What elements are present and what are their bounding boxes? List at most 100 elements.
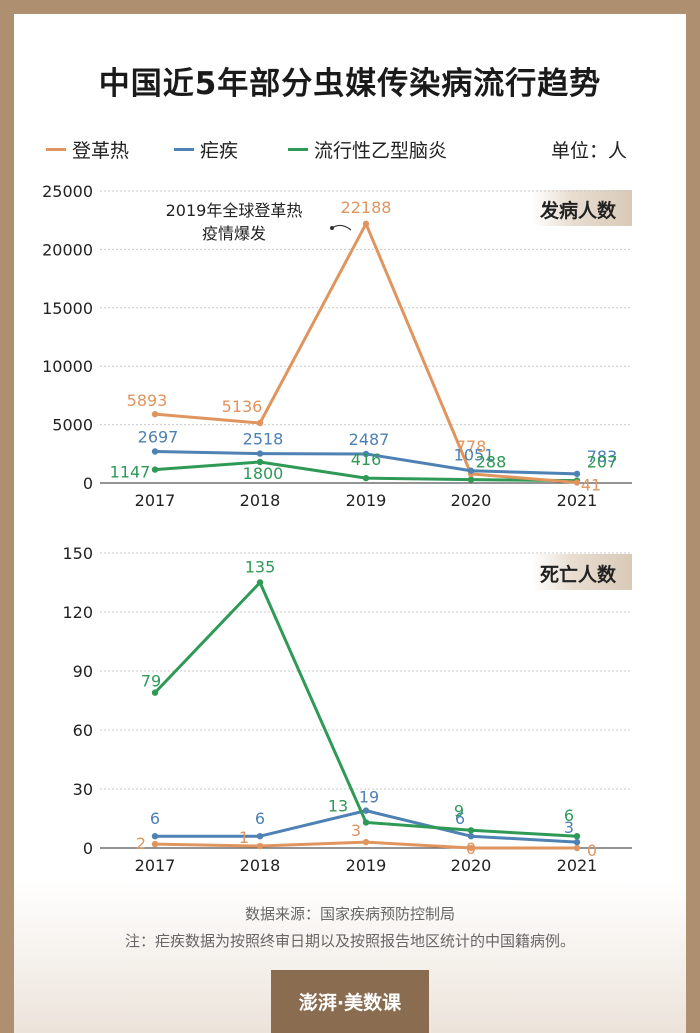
- data-point-encephalitis: [151, 689, 159, 696]
- data-point-dengue: [256, 419, 264, 427]
- data-label-dengue: 3: [351, 821, 361, 840]
- data-point-malaria: [362, 807, 370, 814]
- y-tick-label: 10000: [42, 357, 93, 376]
- y-tick-label: 25000: [42, 182, 93, 201]
- y-tick-label: 120: [62, 603, 93, 622]
- legend-label-malaria: 疟疾: [200, 140, 239, 162]
- data-point-dengue: [467, 844, 475, 852]
- data-label-dengue: 778: [456, 437, 487, 456]
- page-title: 中国近5年部分虫媒传染病流行趋势: [98, 66, 602, 102]
- annotation-pointer: [331, 224, 352, 231]
- data-label-malaria: 2697: [138, 427, 179, 446]
- data-point-encephalitis: [256, 579, 264, 586]
- x-tick-label: 2018: [240, 491, 281, 510]
- data-label-dengue: 5893: [127, 391, 168, 410]
- data-point-malaria: [573, 838, 581, 846]
- panel-tag-box-deaths: [532, 554, 632, 590]
- data-point-dengue: [573, 479, 581, 486]
- x-tick-label: 2020: [451, 491, 492, 510]
- data-label-malaria: 6: [455, 809, 465, 828]
- y-tick-label: 15000: [42, 299, 93, 318]
- data-label-encephalitis: 207: [587, 453, 618, 472]
- data-label-malaria: 2518: [243, 430, 284, 449]
- data-label-encephalitis: 416: [351, 450, 382, 469]
- data-label-malaria: 1051: [454, 446, 495, 465]
- data-point-malaria: [151, 448, 159, 455]
- data-point-encephalitis: [467, 827, 475, 834]
- x-tick-label: 2021: [557, 856, 598, 875]
- data-point-dengue: [256, 842, 264, 850]
- annotation-text: 2019年全球登革热: [166, 201, 303, 220]
- data-point-malaria: [467, 467, 475, 474]
- panel-tag-incidence: 发病人数: [540, 200, 617, 222]
- data-label-encephalitis: 13: [328, 796, 348, 815]
- legend-item-malaria: 疟疾: [174, 136, 238, 163]
- data-label-malaria: 3: [564, 818, 574, 837]
- data-label-encephalitis: 288: [476, 453, 507, 472]
- data-label-encephalitis: 9: [454, 801, 464, 820]
- y-tick-label: 5000: [52, 416, 93, 435]
- y-tick-label: 150: [62, 544, 93, 563]
- data-point-malaria: [151, 833, 159, 840]
- y-tick-label: 20000: [42, 240, 93, 259]
- data-point-encephalitis: [362, 474, 370, 482]
- x-tick-label: 2020: [451, 856, 492, 875]
- data-point-dengue: [151, 410, 159, 418]
- data-point-malaria: [467, 833, 475, 840]
- data-label-encephalitis: 1147: [110, 463, 151, 482]
- x-tick-label: 2017: [135, 491, 176, 510]
- data-point-malaria: [573, 470, 581, 478]
- data-label-malaria: 2487: [349, 430, 390, 449]
- y-tick-label: 60: [73, 721, 93, 740]
- data-point-malaria: [362, 450, 370, 458]
- panel-tag-deaths: 死亡人数: [540, 564, 617, 586]
- data-point-dengue: [151, 840, 159, 848]
- data-label-dengue: 41: [581, 476, 601, 495]
- panel-tag-box-incidence: [532, 190, 632, 226]
- legend-label-encephalitis: 流行性乙型脑炎: [314, 140, 448, 162]
- data-label-encephalitis: 135: [245, 558, 276, 577]
- y-tick-label: 30: [73, 780, 93, 799]
- data-label-encephalitis: 1800: [243, 464, 284, 483]
- data-label-dengue: 2: [136, 834, 146, 853]
- data-point-malaria: [256, 450, 264, 457]
- data-label-dengue: 0: [466, 839, 476, 858]
- chart-card: [14, 14, 686, 1033]
- source-text: 数据来源：国家疾病预防控制局: [244, 905, 455, 923]
- unit-label: 单位：人: [551, 140, 628, 162]
- data-label-encephalitis: 79: [141, 672, 161, 691]
- x-tick-label: 2021: [557, 491, 598, 510]
- legend-swatch-encephalitis: [288, 148, 308, 151]
- series-line-malaria: [155, 809, 578, 844]
- annotation-dot: [330, 226, 334, 230]
- data-label-dengue: 0: [587, 841, 597, 860]
- x-tick-label: 2017: [135, 856, 176, 875]
- data-point-encephalitis: [362, 819, 370, 826]
- data-point-malaria: [256, 833, 264, 840]
- data-label-dengue: 1: [239, 828, 249, 847]
- y-tick-label: 0: [83, 839, 93, 858]
- x-tick-label: 2018: [240, 856, 281, 875]
- legend-swatch-dengue: [46, 148, 66, 151]
- data-point-encephalitis: [467, 476, 475, 483]
- data-label-malaria: 6: [150, 809, 160, 828]
- brand-logo: 澎湃·美数课: [271, 970, 429, 1033]
- data-label-encephalitis: 6: [564, 806, 574, 825]
- legend-swatch-malaria: [174, 148, 194, 151]
- annotation-text: 疫情爆发: [202, 224, 266, 243]
- data-label-malaria: 6: [255, 809, 265, 828]
- data-label-dengue: 22188: [341, 198, 392, 217]
- data-point-encephalitis: [256, 458, 264, 466]
- data-label-malaria: 783: [587, 447, 618, 466]
- data-label-dengue: 5136: [222, 397, 263, 416]
- y-tick-label: 0: [83, 474, 93, 493]
- data-label-malaria: 19: [359, 788, 379, 807]
- data-point-encephalitis: [573, 833, 581, 840]
- note-text: 注：疟疾数据为按照终审日期以及按照报告地区统计的中国籍病例。: [124, 932, 575, 950]
- y-tick-label: 90: [73, 662, 93, 681]
- legend-item-encephalitis: 流行性乙型脑炎: [288, 136, 447, 163]
- legend-label-dengue: 登革热: [72, 140, 130, 162]
- x-tick-label: 2019: [346, 491, 387, 510]
- data-point-encephalitis: [151, 466, 159, 473]
